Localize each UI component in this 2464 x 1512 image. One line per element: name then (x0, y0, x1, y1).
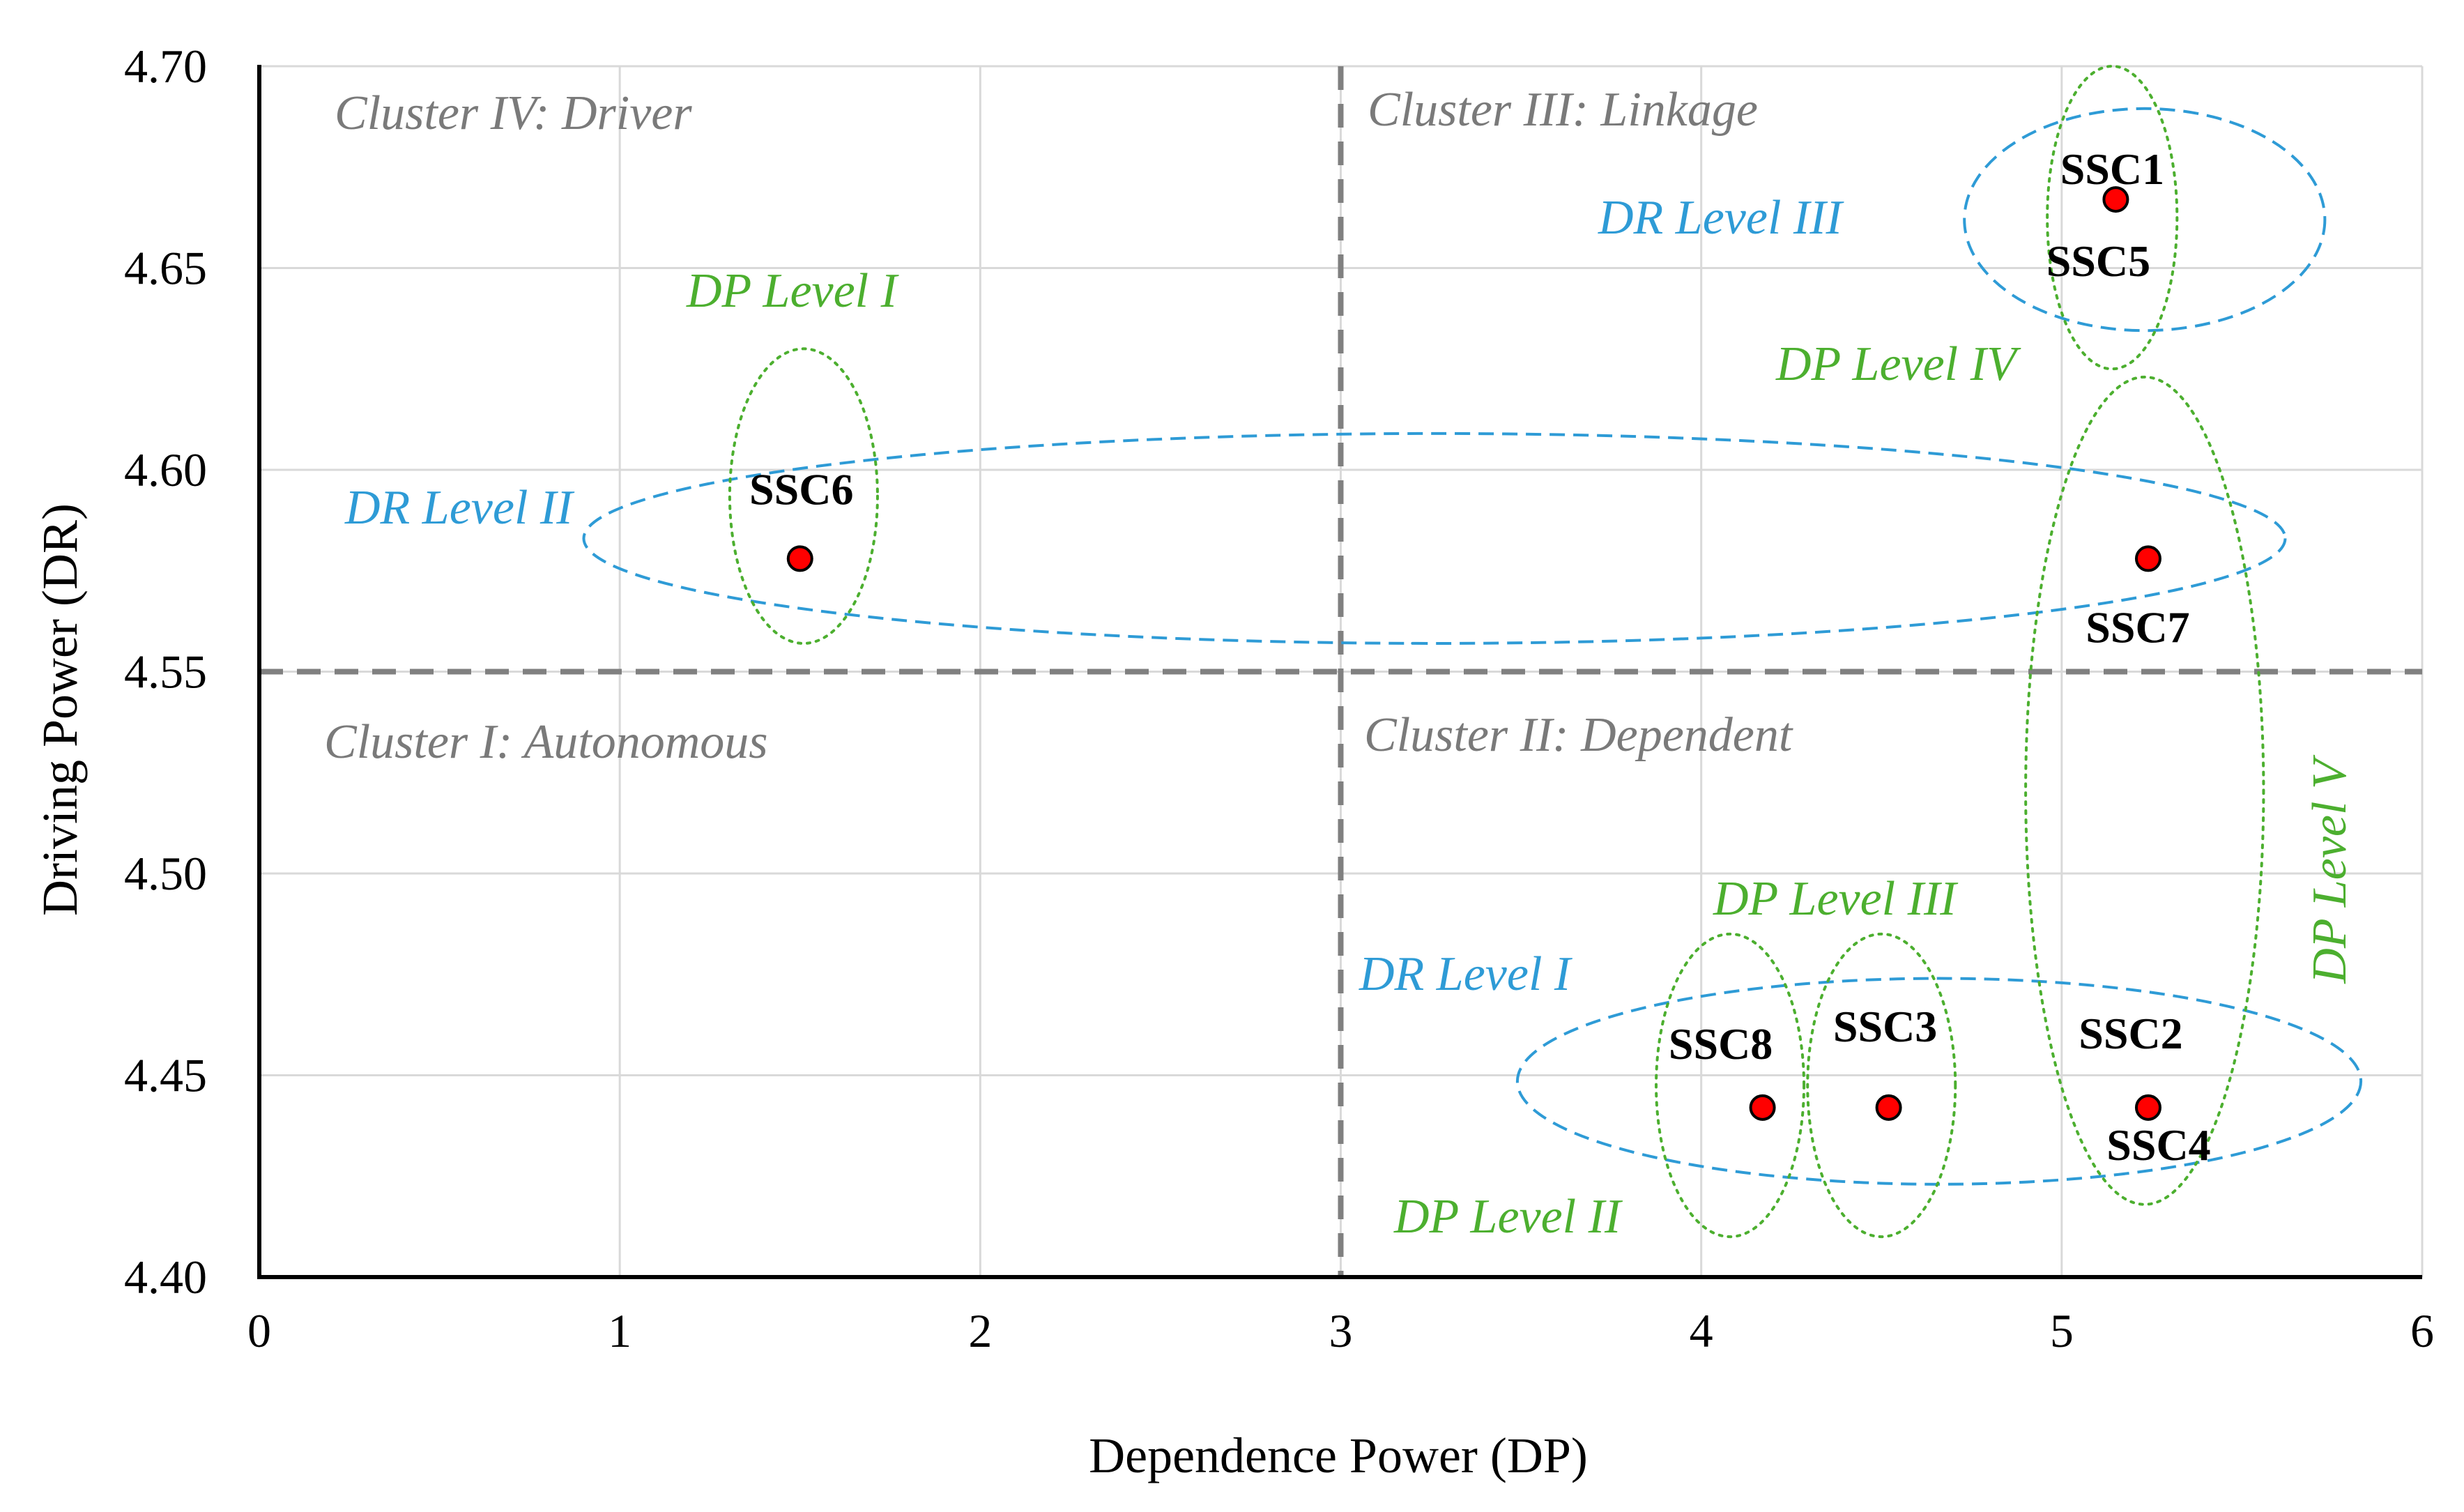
data-point (2134, 1094, 2161, 1121)
cluster-label: Cluster IV: Driver (335, 86, 692, 140)
dp-level-ellipse (1655, 932, 1806, 1239)
point-label: SSC1 (2060, 144, 2164, 194)
x-axis-title: Dependence Power (DP) (1089, 1428, 1588, 1483)
y-axis-title: Driving Power (DR) (32, 503, 88, 916)
y-tick-label: 4.50 (124, 847, 207, 900)
dp-level-ellipse (1806, 932, 1957, 1239)
cluster-label: Cluster III: Linkage (1368, 83, 1758, 137)
dr-level-label: DR Level II (344, 481, 575, 535)
threshold-lines (259, 66, 2422, 1277)
cluster-label: Cluster I: Autonomous (324, 715, 768, 769)
data-point (1749, 1094, 1776, 1121)
dp-level-label: DP Level II (1393, 1190, 1623, 1244)
tick-labels: 0 1 2 3 4 5 6 4.40 4.45 4.50 4.55 4.60 4.65 4.70 (124, 40, 2434, 1357)
point-label: SSC5 (2046, 236, 2150, 286)
dr-level-label: DR Level III (1598, 191, 1845, 245)
dr-level-label: DR Level I (1359, 947, 1573, 1001)
point-label: SSC7 (2086, 602, 2189, 652)
data-point (2134, 545, 2161, 572)
annotations: SSC1 SSC5 SSC6 SSC7 SSC8 SSC3 SSC2 SSC4 Cluster … (324, 83, 2357, 1244)
dr-level-ellipse (1515, 977, 2363, 1186)
x-tick-label: 1 (608, 1304, 632, 1357)
points (786, 186, 2161, 1121)
data-point (786, 545, 813, 572)
y-tick-label: 4.45 (124, 1049, 207, 1102)
dp-level-ellipse (2046, 65, 2179, 371)
y-tick-label: 4.65 (124, 242, 207, 295)
axes (257, 65, 2422, 1279)
x-tick-label: 6 (2410, 1304, 2434, 1357)
point-label: SSC3 (1833, 1002, 1937, 1051)
x-tick-label: 4 (1690, 1304, 1713, 1357)
x-tick-label: 2 (968, 1304, 992, 1357)
point-label: SSC8 (1669, 1019, 1773, 1069)
dr-level-ellipse (1963, 107, 2327, 333)
y-tick-label: 4.55 (124, 646, 207, 698)
y-tick-label: 4.70 (124, 40, 207, 93)
x-tick-label: 5 (2050, 1304, 2074, 1357)
cluster-label: Cluster II: Dependent (1364, 708, 1793, 762)
data-point (1875, 1094, 1902, 1121)
dp-level-ellipse (2024, 375, 2265, 1206)
dp-level-ellipse (728, 347, 879, 645)
dp-level-label: DP Level V (2303, 754, 2357, 984)
x-tick-label: 3 (1329, 1304, 1353, 1357)
x-tick-label: 0 (247, 1304, 271, 1357)
y-tick-label: 4.60 (124, 443, 207, 496)
data-point (2102, 186, 2129, 213)
point-label: SSC6 (749, 464, 853, 514)
dp-level-label: DP Level IV (1775, 337, 2021, 391)
dp-level-label: DP Level I (686, 264, 900, 318)
dp-level-label: DP Level III (1713, 872, 1959, 926)
dr-level-ellipse (582, 432, 2287, 645)
ellipses (582, 65, 2363, 1239)
point-label: SSC4 (2106, 1120, 2210, 1170)
point-label: SSC2 (2079, 1009, 2182, 1058)
y-tick-label: 4.40 (124, 1251, 207, 1304)
